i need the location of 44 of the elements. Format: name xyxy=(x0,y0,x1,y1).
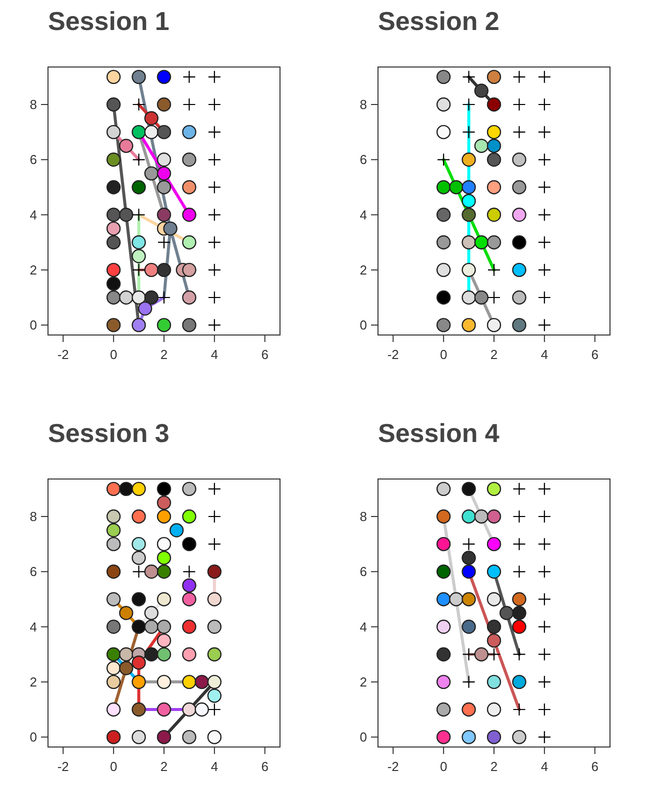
x-tick-label: 2 xyxy=(160,759,168,774)
y-tick-label: 2 xyxy=(30,674,37,690)
y-tick-label: 4 xyxy=(360,207,367,222)
x-tick-label: 2 xyxy=(490,347,498,362)
chart-title: Session 4 xyxy=(378,418,500,448)
y-tick-label: 4 xyxy=(30,619,37,634)
x-tick-label: 6 xyxy=(591,347,598,362)
x-tick-label: 2 xyxy=(160,347,168,362)
x-tick-label: 0 xyxy=(440,759,448,774)
y-tick-label: 2 xyxy=(360,674,367,690)
x-tick-label: 6 xyxy=(591,759,598,774)
x-tick-label: 0 xyxy=(440,347,448,362)
y-tick-label: 0 xyxy=(360,730,367,745)
y-tick-label: 4 xyxy=(30,207,37,222)
y-tick-label: 4 xyxy=(360,619,367,634)
y-tick-label: 8 xyxy=(30,509,37,524)
x-tick-label: 4 xyxy=(540,347,548,362)
y-tick-label: 8 xyxy=(30,97,37,112)
y-tick-label: 0 xyxy=(360,318,367,333)
y-tick-label: 2 xyxy=(360,262,367,278)
chart-title: Session 2 xyxy=(378,6,500,36)
y-tick-label: 0 xyxy=(30,318,37,333)
chart-title: Session 3 xyxy=(48,418,170,448)
x-tick-label: 0 xyxy=(110,347,118,362)
x-tick-label: 2 xyxy=(490,759,498,774)
x-tick-label: -2 xyxy=(57,759,69,774)
x-tick-label: 4 xyxy=(210,347,218,362)
x-tick-label: 4 xyxy=(210,759,218,774)
x-tick-label: -2 xyxy=(57,347,69,362)
x-tick-label: 4 xyxy=(540,759,548,774)
y-tick-label: 6 xyxy=(360,152,367,168)
x-tick-label: -2 xyxy=(387,759,399,774)
y-tick-label: 0 xyxy=(30,730,37,745)
chart-title: Session 1 xyxy=(48,6,170,36)
y-tick-label: 6 xyxy=(30,564,37,580)
y-tick-label: 6 xyxy=(30,152,37,168)
x-tick-label: -2 xyxy=(387,347,399,362)
x-tick-label: 6 xyxy=(261,347,268,362)
x-tick-label: 6 xyxy=(261,759,268,774)
y-tick-label: 8 xyxy=(360,509,367,524)
y-tick-label: 8 xyxy=(360,97,367,112)
y-tick-label: 2 xyxy=(30,262,37,278)
x-tick-label: 0 xyxy=(110,759,118,774)
y-tick-label: 6 xyxy=(360,564,367,580)
